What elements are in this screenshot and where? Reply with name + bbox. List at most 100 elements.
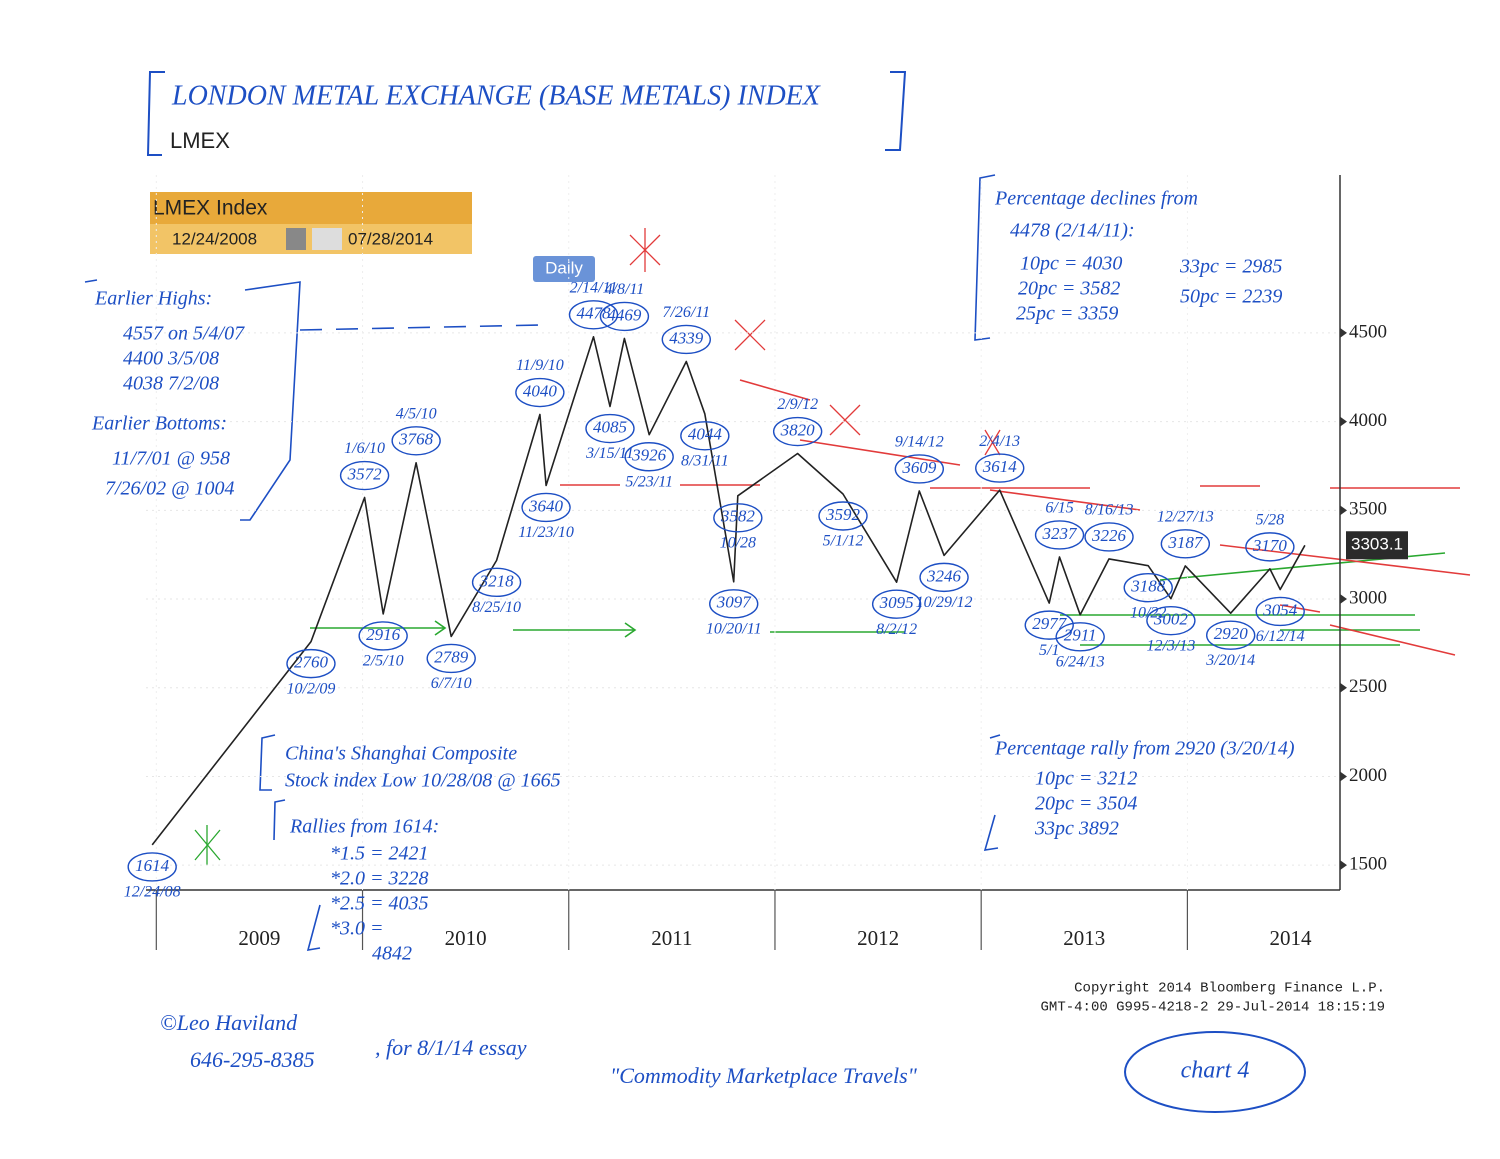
y-tick-label: 3000: [1349, 587, 1387, 608]
pivot-date: 2/4/13: [979, 433, 1020, 450]
x-tick-label: 2013: [1063, 926, 1105, 950]
pivot-circle: [339, 460, 390, 491]
widget-header: [150, 192, 472, 224]
pivot-date: 10/29/12: [916, 594, 973, 611]
note-line: 646-295-8385: [190, 1047, 315, 1072]
pivot-circle: [1123, 572, 1173, 603]
x-tick-label: 2014: [1270, 926, 1313, 950]
pivot-date: 6/15: [1045, 500, 1073, 517]
note-line: *1.5 = 2421: [330, 843, 429, 865]
star-marks: [629, 228, 1001, 456]
x-tick-label: 2011: [651, 926, 692, 950]
pivot-date: 11/23/10: [518, 524, 574, 541]
pivot-date: 12/3/13: [1146, 637, 1195, 654]
last-value-label: 3303.1: [1351, 535, 1403, 554]
pivot-circle: [426, 643, 476, 674]
pivot-circle: [286, 648, 336, 679]
bracket: [146, 71, 907, 156]
pivot-date: 8/25/10: [472, 599, 521, 616]
pivot-date: 1/6/10: [344, 440, 385, 457]
pivot-circle: [1255, 596, 1305, 627]
pivot-circle: [599, 301, 650, 332]
pivot-value: 3572: [347, 464, 383, 483]
pivot-date: 3/15/11: [585, 445, 634, 462]
pivot-value: 4085: [593, 417, 627, 436]
pivot-value: 4478: [576, 304, 611, 323]
y-tick-label: 2000: [1349, 765, 1387, 786]
note-line: Rallies from 1614:: [289, 816, 439, 838]
copyright: Copyright 2014 Bloomberg Finance L.P.: [1074, 981, 1385, 997]
pivot-circle: [391, 426, 441, 456]
pivot-value: 3054: [1262, 600, 1298, 619]
pivot-date: 5/28: [1256, 512, 1284, 529]
y-tick-mark: [1340, 860, 1347, 871]
chart-number-circle: [1124, 1031, 1306, 1113]
pivot-circle: [515, 377, 565, 408]
pivot-circle: [1084, 522, 1134, 552]
pivot-value: 4044: [688, 425, 723, 444]
pivot-circle: [772, 416, 823, 447]
pivot-date: 12/24/08: [124, 884, 181, 901]
pivot-value: 2977: [1032, 614, 1068, 633]
pivot-value: 3188: [1130, 577, 1166, 596]
note-line: 10pc = 3212: [1035, 768, 1137, 790]
pivot-circle: [521, 492, 571, 523]
pivot-circle: [1146, 605, 1196, 636]
note-line: 33pc 3892: [1034, 818, 1119, 840]
pivot-date: 9/14/12: [895, 434, 944, 451]
note-line: 33pc = 2985: [1179, 256, 1282, 278]
pivot-value: 3609: [901, 458, 937, 477]
pivot-circle: [975, 453, 1025, 483]
pivot-circle: [127, 852, 177, 882]
pivot-value: 3926: [631, 446, 667, 465]
chart-title: LONDON METAL EXCHANGE (BASE METALS) INDE…: [171, 80, 821, 111]
note-line: *2.0 = 3228: [330, 868, 429, 890]
note-line: 4400 3/5/08: [123, 348, 219, 370]
pivot-circle: [1055, 622, 1105, 652]
pivot-date: 5/1/12: [823, 533, 864, 550]
note-line: ©Leo Haviland: [160, 1010, 298, 1035]
pivot-circle: [894, 454, 945, 484]
pivot-value: 3246: [926, 566, 962, 585]
start-date[interactable]: 12/24/2008: [172, 229, 257, 248]
x-tick-label: 2010: [445, 926, 487, 950]
pivot-circle: [568, 300, 619, 330]
period-button[interactable]: [533, 256, 595, 282]
note-line: 20pc = 3582: [1018, 278, 1120, 300]
y-tick-mark: [1340, 594, 1347, 605]
note-line: Earlier Highs:: [94, 288, 212, 310]
note-line: 4478 (2/14/11):: [1010, 220, 1135, 242]
note-line: 20pc = 3504: [1035, 793, 1137, 815]
pivot-date: 2/14/11: [570, 279, 618, 296]
pivot-value: 3002: [1153, 610, 1189, 629]
y-tick-mark: [1340, 771, 1347, 782]
pivot-circle: [709, 589, 759, 619]
pivot-value: 2789: [434, 647, 469, 666]
y-tick-label: 1500: [1349, 854, 1387, 875]
pivot-date: 8/31/11: [681, 452, 729, 469]
pivot-date: 4/5/10: [396, 405, 437, 422]
pivot-circle: [585, 413, 635, 444]
arrows: [299, 324, 1471, 656]
y-tick-label: 3500: [1349, 499, 1387, 520]
pivot-value: 3640: [528, 496, 564, 515]
pivot-date: 6/7/10: [431, 675, 472, 692]
calendar-icon[interactable]: [286, 228, 306, 250]
copyright: GMT-4:00 G995-4218-2 29-Jul-2014 18:15:1…: [1041, 1000, 1385, 1016]
pivot-value: 3170: [1252, 536, 1288, 555]
y-tick-label: 4000: [1349, 410, 1387, 431]
widget-dates: [150, 224, 472, 254]
end-date[interactable]: 07/28/2014: [348, 229, 433, 248]
y-tick-mark: [1340, 416, 1347, 427]
y-tick-mark: [1340, 327, 1347, 338]
pivot-value: 2760: [294, 653, 329, 672]
pivot-date: 3/20/14: [1205, 652, 1255, 669]
price-line: [151, 336, 1306, 846]
pivot-value: 3218: [479, 571, 515, 590]
pivot-value: 4040: [523, 381, 558, 400]
pivot-value: 3820: [780, 420, 816, 439]
y-tick-mark: [1340, 505, 1347, 516]
pivot-date: 11/9/10: [516, 357, 564, 374]
period-label[interactable]: Daily: [545, 258, 583, 277]
note-line: Stock index Low 10/28/08 @ 1665: [285, 770, 561, 792]
